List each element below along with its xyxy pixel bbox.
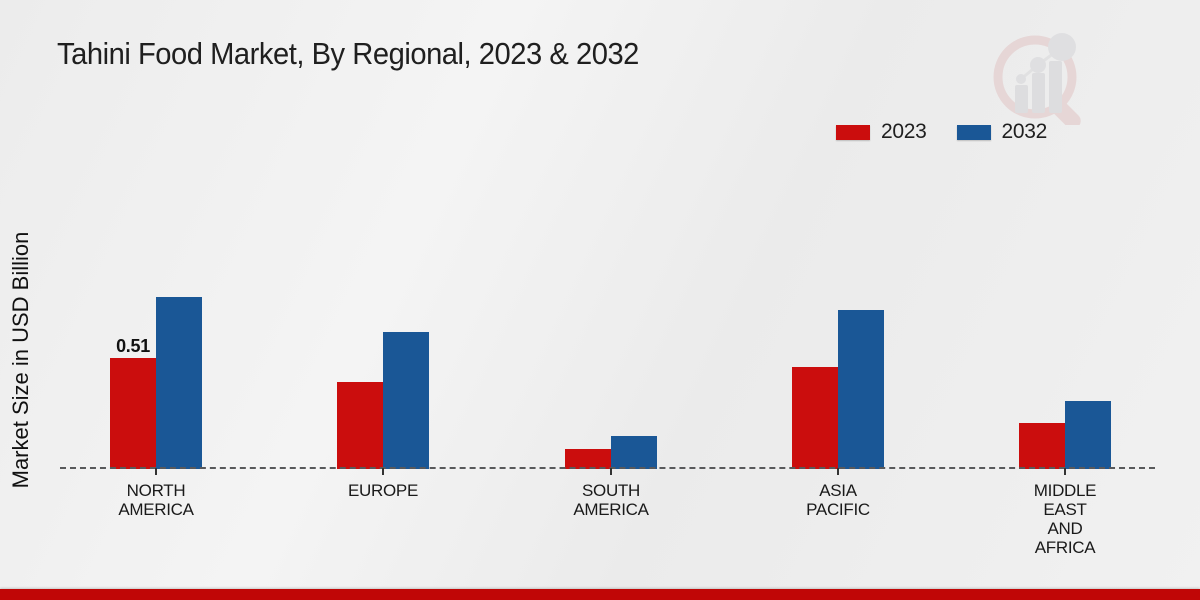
magnifier-bar-chart-logo-icon	[993, 33, 1081, 125]
legend: 2023 2032	[836, 120, 1047, 144]
bar-2023-europe	[337, 382, 383, 469]
bar-2032-south-america	[611, 436, 657, 469]
legend-label-2032: 2032	[1001, 120, 1048, 143]
bar-2023-middle-east-and-africa	[1019, 423, 1065, 469]
bottom-accent-bar	[0, 589, 1200, 600]
x-axis-category-label: ASIA PACIFIC	[806, 481, 870, 519]
bar-value-label: 0.51	[116, 336, 150, 356]
bar-2023-asia-pacific	[792, 367, 838, 469]
x-axis-category-label: MIDDLE EAST AND AFRICA	[1033, 481, 1097, 557]
legend-item-2032: 2032	[956, 120, 1048, 144]
bar-2023-north-america	[110, 358, 156, 469]
x-axis-tick	[155, 468, 157, 475]
legend-swatch-2023	[836, 124, 870, 140]
x-axis-tick	[610, 468, 612, 475]
x-axis-tick	[1064, 468, 1066, 475]
legend-swatch-2032	[956, 124, 991, 140]
bar-2032-north-america	[156, 297, 202, 469]
x-axis-category-label: NORTH AMERICA	[118, 481, 194, 519]
x-axis-tick	[837, 468, 839, 475]
bar-2023-south-america	[565, 449, 611, 469]
x-axis-baseline	[60, 467, 1155, 469]
legend-item-2023: 2023	[836, 120, 927, 144]
x-axis-category-label: EUROPE	[348, 481, 418, 500]
chart-title: Tahini Food Market, By Regional, 2023 & …	[57, 36, 639, 71]
bar-2032-asia-pacific	[838, 310, 884, 469]
x-axis-category-label: SOUTH AMERICA	[573, 481, 649, 519]
legend-label-2023: 2023	[881, 120, 927, 143]
x-axis-tick	[382, 468, 384, 475]
bar-2032-middle-east-and-africa	[1065, 401, 1111, 469]
bar-2032-europe	[383, 332, 429, 469]
